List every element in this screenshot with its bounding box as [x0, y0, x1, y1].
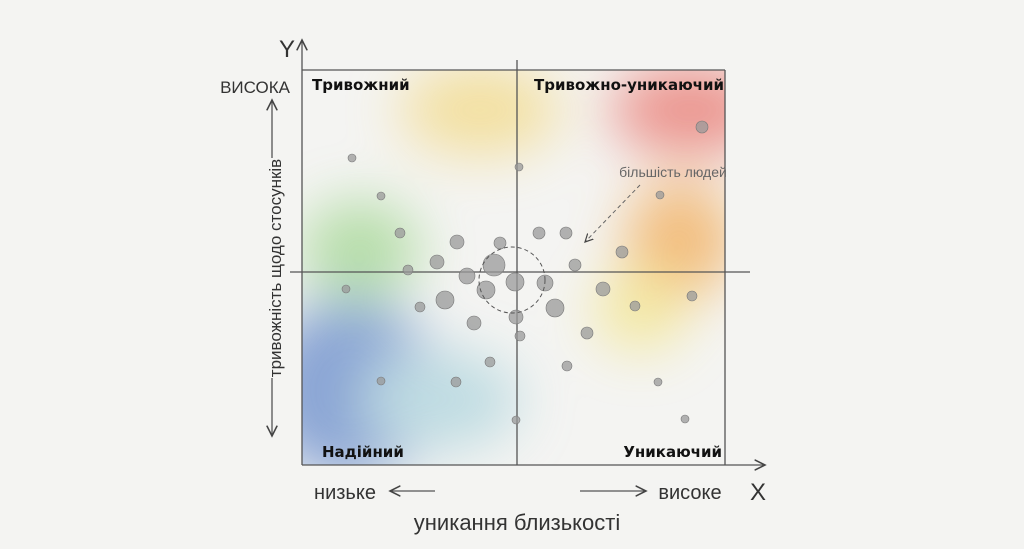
x-title: уникання близькості [414, 510, 620, 535]
point [686, 290, 698, 302]
point [435, 290, 455, 310]
point [484, 356, 496, 368]
point [568, 258, 582, 272]
point [508, 309, 524, 325]
point [629, 300, 641, 312]
point [695, 120, 709, 134]
point [466, 315, 482, 331]
point [476, 280, 496, 300]
point [561, 360, 573, 372]
color-zones [302, 70, 725, 465]
point [653, 377, 663, 387]
quadrant-label: Уникаючий [623, 443, 722, 461]
point [511, 415, 521, 425]
annotation-arrow [585, 184, 641, 242]
point [580, 326, 594, 340]
point [545, 298, 565, 318]
point [615, 245, 629, 259]
quadrant-label: Тривожно-уникаючий [534, 76, 724, 94]
point [458, 267, 476, 285]
point [414, 301, 426, 313]
point [376, 191, 386, 201]
point [347, 153, 357, 163]
point [429, 254, 445, 270]
point [450, 376, 462, 388]
point [449, 234, 465, 250]
x-low: низьке [314, 482, 376, 504]
annotation: більшість людей [619, 164, 727, 180]
point [341, 284, 351, 294]
point [514, 162, 524, 172]
point [680, 414, 690, 424]
point [655, 190, 665, 200]
y-title: тривожність щодо стосунків [266, 159, 285, 377]
point [505, 272, 525, 292]
point [532, 226, 546, 240]
highlight-circle [478, 246, 546, 314]
point [493, 236, 507, 250]
quadrant-label: Надійний [322, 443, 404, 461]
point [376, 376, 386, 386]
points [341, 120, 709, 425]
quadrant-label: Тривожний [312, 76, 410, 94]
x-high: високе [658, 482, 721, 504]
y-letter: Y [279, 36, 295, 63]
point [402, 264, 414, 276]
x-letter: X [750, 479, 766, 506]
y-high: ВИСОКА [220, 78, 291, 97]
point [514, 330, 526, 342]
point [394, 227, 406, 239]
point [482, 253, 506, 277]
point [559, 226, 573, 240]
point [595, 281, 611, 297]
